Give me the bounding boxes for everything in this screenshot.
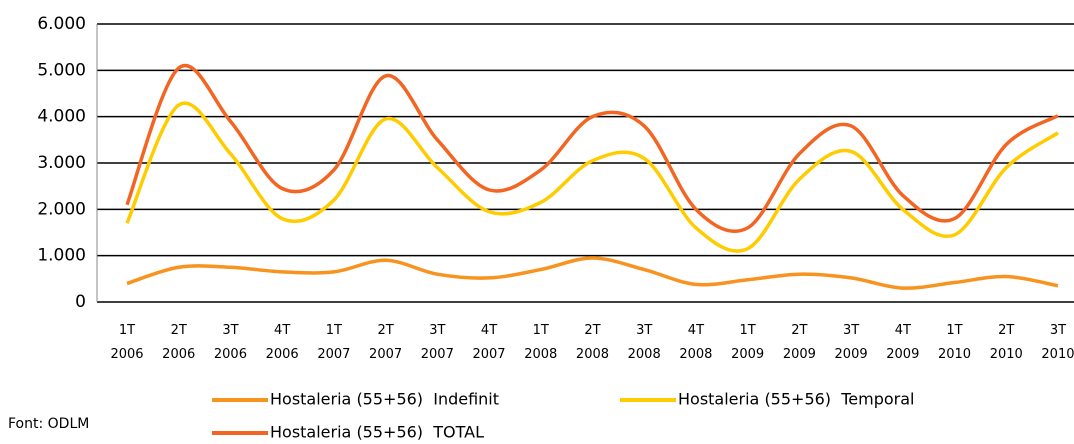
x-tick-year: 2009: [731, 347, 764, 362]
x-tick-label: 4T 2009: [886, 323, 919, 362]
x-tick-label: 1T 2010: [938, 323, 971, 362]
x-tick-label: 1T 2007: [317, 323, 350, 362]
x-tick-quarter: 3T: [636, 323, 652, 338]
x-tick-year: 2008: [679, 347, 712, 362]
y-tick-label: 5.000: [37, 60, 86, 80]
x-tick-quarter: 4T: [481, 323, 497, 338]
x-tick-quarter: 1T: [119, 323, 135, 338]
legend-label: Hostaleria (55+56) Temporal: [678, 390, 914, 409]
x-tick-label: 4T 2008: [679, 323, 712, 362]
x-tick-year: 2006: [266, 347, 299, 362]
x-tick-quarter: 2T: [584, 323, 600, 338]
x-tick-label: 2T 2008: [576, 323, 609, 362]
source-note: Font: ODLM: [8, 416, 89, 432]
x-tick-quarter: 3T: [1050, 323, 1066, 338]
x-tick-quarter: 1T: [533, 323, 549, 338]
x-tick-year: 2010: [1041, 347, 1074, 362]
x-tick-quarter: 2T: [791, 323, 807, 338]
x-tick-label: 3T 2010: [1041, 323, 1074, 362]
legend-label: Hostaleria (55+56) Indefinit: [270, 390, 499, 409]
x-tick-quarter: 2T: [171, 323, 187, 338]
x-tick-year: 2007: [317, 347, 350, 362]
x-tick-quarter: 1T: [946, 323, 962, 338]
series-line: [125, 101, 1059, 253]
x-tick-label: 3T 2009: [835, 323, 868, 362]
x-tick-year: 2009: [835, 347, 868, 362]
x-tick-quarter: 3T: [222, 323, 238, 338]
y-tick-label: 0: [75, 292, 86, 312]
x-tick-quarter: 4T: [688, 323, 704, 338]
x-tick-label: 1T 2006: [110, 323, 143, 362]
x-tick-year: 2009: [783, 347, 816, 362]
y-tick-label: 3.000: [37, 153, 86, 173]
x-tick-year: 2007: [421, 347, 454, 362]
x-tick-year: 2006: [162, 347, 195, 362]
x-tick-label: 4T 2007: [472, 323, 505, 362]
x-tick-label: 2T 2009: [783, 323, 816, 362]
y-tick-label: 2.000: [37, 199, 86, 219]
x-tick-label: 3T 2007: [421, 323, 454, 362]
legend-label: Hostaleria (55+56) TOTAL: [270, 423, 484, 442]
x-tick-year: 2008: [576, 347, 609, 362]
x-tick-year: 2008: [628, 347, 661, 362]
x-tick-label: 1T 2008: [524, 323, 557, 362]
x-tick-label: 1T 2009: [731, 323, 764, 362]
x-tick-year: 2006: [110, 347, 143, 362]
y-tick-label: 1.000: [37, 246, 86, 266]
x-tick-label: 2T 2006: [162, 323, 195, 362]
y-tick-label: 6.000: [37, 14, 86, 34]
x-tick-quarter: 4T: [274, 323, 290, 338]
x-tick-year: 2008: [524, 347, 557, 362]
series-line: [126, 256, 1059, 290]
x-tick-quarter: 1T: [740, 323, 756, 338]
x-tick-quarter: 3T: [429, 323, 445, 338]
x-tick-label: 2T 2007: [369, 323, 402, 362]
series-line: [125, 63, 1059, 233]
x-tick-label: 3T 2008: [628, 323, 661, 362]
x-tick-label: 3T 2006: [214, 323, 247, 362]
x-tick-quarter: 1T: [326, 323, 342, 338]
x-tick-year: 2007: [472, 347, 505, 362]
y-tick-label: 4.000: [37, 107, 86, 127]
x-tick-label: 4T 2006: [266, 323, 299, 362]
x-tick-quarter: 2T: [998, 323, 1014, 338]
x-tick-year: 2009: [886, 347, 919, 362]
x-tick-quarter: 3T: [843, 323, 859, 338]
x-tick-quarter: 2T: [377, 323, 393, 338]
x-tick-quarter: 4T: [895, 323, 911, 338]
x-tick-year: 2010: [938, 347, 971, 362]
x-tick-label: 2T 2010: [990, 323, 1023, 362]
x-tick-year: 2006: [214, 347, 247, 362]
x-tick-year: 2010: [990, 347, 1023, 362]
x-tick-year: 2007: [369, 347, 402, 362]
